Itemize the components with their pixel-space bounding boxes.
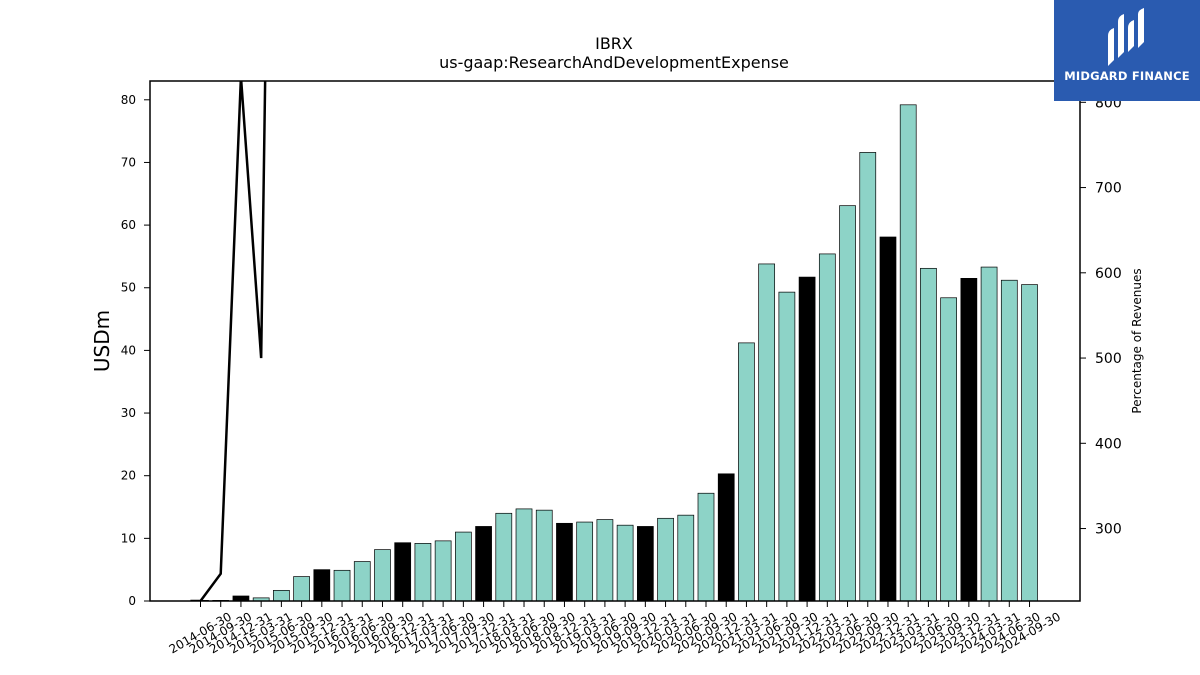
bar-2014-12-31 xyxy=(232,595,250,602)
bar-2023-03-31 xyxy=(899,104,917,602)
bar-2016-09-30 xyxy=(374,549,391,602)
line-layer xyxy=(190,81,267,601)
bar-2021-03-31 xyxy=(738,342,755,602)
bar-2015-12-31 xyxy=(313,569,331,602)
bar-2021-09-30 xyxy=(778,291,796,602)
bar-2020-03-31 xyxy=(657,517,674,602)
bar-2023-09-30 xyxy=(940,297,957,602)
x-axis: 2014-06-302014-09-302014-12-312015-03-31… xyxy=(167,601,1063,656)
bar-2019-06-30 xyxy=(596,519,614,602)
y2-tick-label: 300 xyxy=(1095,522,1122,538)
chart-title: IBRX xyxy=(595,34,633,53)
y-tick-label: 80 xyxy=(121,93,136,107)
bar-2016-03-31 xyxy=(333,569,351,602)
y-tick-label: 30 xyxy=(121,406,136,420)
bar-2023-12-31 xyxy=(960,278,978,602)
y-tick-label: 10 xyxy=(121,531,136,545)
bar-2015-06-30 xyxy=(273,589,290,602)
bar-2019-09-30 xyxy=(616,524,634,602)
y-tick-label: 0 xyxy=(128,594,136,608)
bar-2020-12-31 xyxy=(717,473,735,602)
brand-name: MIDGARD FINANCE xyxy=(1064,69,1190,83)
y-tick-label: 60 xyxy=(121,218,136,232)
bar-2015-09-30 xyxy=(293,576,310,602)
bar-2022-12-31 xyxy=(879,236,897,602)
bar-2019-03-31 xyxy=(576,521,594,602)
bar-2016-12-31 xyxy=(394,542,412,602)
revenue-pct-line xyxy=(190,81,267,601)
bar-2024-03-31 xyxy=(980,266,998,602)
bar-2022-03-31 xyxy=(818,253,836,602)
bar-2016-06-30 xyxy=(353,561,371,602)
bar-2018-12-31 xyxy=(556,522,573,602)
bar-2017-09-30 xyxy=(455,531,472,602)
bar-2023-06-30 xyxy=(920,267,937,602)
bar-2018-03-31 xyxy=(495,512,513,602)
midgard-logo-icon xyxy=(1108,8,1144,66)
bar-2021-12-31 xyxy=(798,276,816,602)
bar-2020-06-30 xyxy=(677,514,695,602)
y-axis-label: USDm xyxy=(90,310,114,372)
bar-2022-09-30 xyxy=(859,152,877,602)
y-tick-label: 70 xyxy=(121,155,136,169)
bar-2017-03-31 xyxy=(414,543,432,602)
y-tick-label: 40 xyxy=(121,343,136,357)
y-tick-label: 20 xyxy=(121,469,136,483)
y2-tick-label: 600 xyxy=(1095,266,1122,282)
bar-2020-09-30 xyxy=(697,492,715,602)
y-tick-label: 50 xyxy=(121,281,136,295)
brand-logo: MIDGARD FINANCE xyxy=(1054,0,1200,101)
y2-tick-label: 400 xyxy=(1095,436,1122,452)
chart-subtitle: us-gaap:ResearchAndDevelopmentExpense xyxy=(439,53,789,72)
bar-2024-06-30 xyxy=(1000,279,1018,602)
bar-2018-06-30 xyxy=(515,508,533,602)
bar-2018-09-30 xyxy=(535,509,553,602)
bar-2019-12-31 xyxy=(636,526,654,602)
y-axis-left: 0 10 20 30 40 50 60 70 80 xyxy=(121,93,150,608)
y2-axis-label: Percentage of Revenues xyxy=(1130,268,1144,413)
bar-2021-06-30 xyxy=(758,263,776,602)
y2-tick-label: 700 xyxy=(1095,181,1122,197)
y2-tick-label: 500 xyxy=(1095,351,1122,367)
bar-2017-06-30 xyxy=(434,540,452,602)
bar-layer xyxy=(192,104,1038,602)
bar-2017-12-31 xyxy=(475,526,492,602)
bar-2024-09-30 xyxy=(1021,284,1038,602)
bar-2022-06-30 xyxy=(839,205,856,602)
plot-frame xyxy=(149,80,1081,602)
